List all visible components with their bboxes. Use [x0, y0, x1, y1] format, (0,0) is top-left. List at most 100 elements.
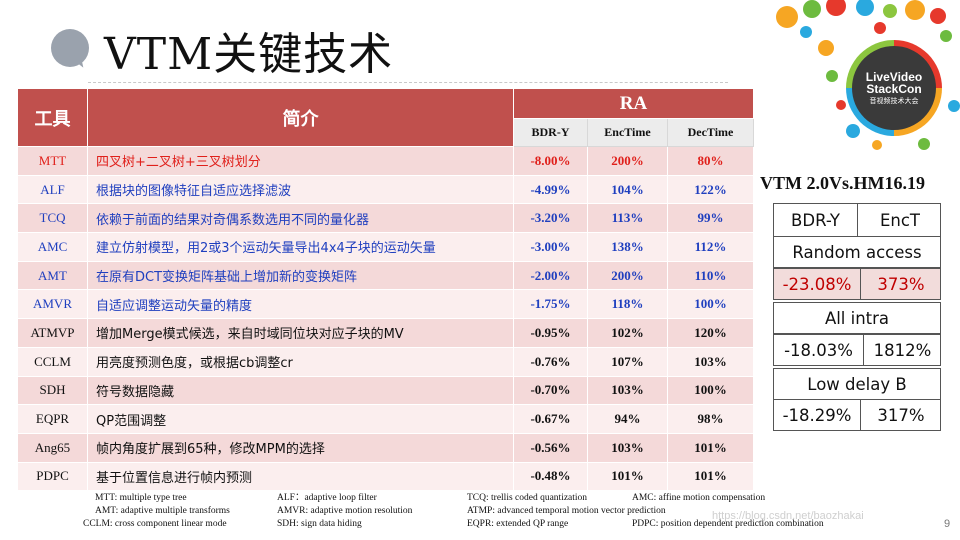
tools-table: 工具 简介 RA BDR-Y EncTime DecTime MTT 四叉树+二… — [17, 88, 754, 492]
logo-line-1: LiveVideo — [865, 69, 923, 84]
dec-value: 101% — [667, 432, 754, 463]
tool-name: AMT — [17, 260, 88, 291]
enc-value: 107% — [587, 346, 668, 377]
bdr-value: -0.70% — [513, 375, 588, 406]
table-row: CCLM 用亮度预测色度，或根据cb调整cr -0.76% 107% 103% — [17, 346, 754, 377]
dec-value: 100% — [667, 289, 754, 320]
legend-item: MTT: multiple type tree — [95, 493, 187, 503]
legend-item: PDPC: position dependent prediction comb… — [632, 519, 824, 529]
group-label-text: All intra — [824, 308, 890, 328]
enc-value: 104% — [587, 174, 668, 205]
header-tool: 工具 — [17, 88, 88, 147]
subheader-bdr: BDR-Y — [513, 118, 588, 147]
group-enct-value: 317% — [877, 405, 925, 425]
table-row: Ang65 帧内角度扩展到65种，修改MPM的选择 -0.56% 103% 10… — [17, 432, 754, 463]
comparison-caption: VTM 2.0Vs.HM16.19 — [760, 173, 925, 193]
comparison-col-enct: EncT — [879, 210, 921, 230]
tool-name: AMVR — [17, 289, 88, 320]
title-bubble-tail — [68, 53, 84, 71]
legend-item: SDH: sign data hiding — [277, 519, 362, 529]
bdr-value: -0.56% — [513, 432, 588, 463]
enc-value: 138% — [587, 232, 668, 262]
dec-value: 100% — [667, 375, 754, 406]
dec-value: 110% — [667, 260, 754, 291]
legend-item: TCQ: trellis coded quantization — [467, 493, 588, 503]
enc-value: 103% — [587, 375, 668, 406]
dec-value: 98% — [667, 404, 754, 434]
enc-value: 118% — [587, 289, 668, 320]
group-label-text: Random access — [792, 242, 922, 262]
bdr-value: -4.99% — [513, 174, 588, 205]
dec-value: 103% — [667, 346, 754, 377]
tool-name: SDH — [17, 375, 88, 406]
logo-line-2: StackCon — [866, 82, 922, 97]
title-bubble-icon — [51, 29, 89, 67]
tool-desc: 用亮度预测色度，或根据cb调整cr — [87, 346, 514, 377]
table-row: EQPR QP范围调整 -0.67% 94% 98% — [17, 404, 754, 434]
legend-item: CCLM: cross component linear mode — [83, 519, 227, 529]
tool-name: TCQ — [17, 203, 88, 234]
bdr-value: -1.75% — [513, 289, 588, 320]
subheader-enctime: EncTime — [587, 118, 668, 147]
bdr-value: -3.00% — [513, 232, 588, 262]
group-label: All intra — [773, 302, 941, 334]
header-ra: RA — [513, 88, 754, 119]
enc-value: 113% — [587, 203, 668, 234]
legend-row: CCLM: cross component linear mode SDH: s… — [83, 518, 855, 531]
legend-item: AMVR: adaptive motion resolution — [277, 506, 413, 516]
table-row: ATMVP 增加Merge模式候选，来自时域同位块对应子块的MV -0.95% … — [17, 318, 754, 348]
table-row: AMT 在原有DCT变换矩阵基础上增加新的变换矩阵 -2.00% 200% 11… — [17, 260, 754, 291]
comparison-header: BDR-Y EncT — [773, 203, 941, 237]
group-label-text: Low delay B — [807, 374, 907, 394]
tool-name: ATMVP — [17, 318, 88, 348]
dec-value: 122% — [667, 174, 754, 205]
group-values: -18.29% 317% — [773, 399, 941, 431]
group-bdr-value: -18.03% — [774, 335, 864, 365]
tool-name: MTT — [17, 146, 88, 176]
group-enct-value: 373% — [877, 274, 925, 294]
enc-value: 200% — [587, 146, 668, 176]
group-label: Low delay B — [773, 368, 941, 400]
tool-desc: QP范围调整 — [87, 404, 514, 434]
group-bdr-value: -23.08% — [774, 269, 861, 299]
logo-line-3: 音视频技术大会 — [869, 97, 919, 105]
group-values: -18.03% 1812% — [773, 334, 941, 366]
group-label: Random access — [773, 236, 941, 268]
legend-item: AMC: affine motion compensation — [632, 493, 766, 503]
dec-value: 112% — [667, 232, 754, 262]
bdr-value: -3.20% — [513, 203, 588, 234]
table-row: SDH 符号数据隐藏 -0.70% 103% 100% — [17, 375, 754, 406]
legend-row: MTT: multiple type tree ALF：adaptive loo… — [95, 492, 855, 505]
bdr-value: -0.67% — [513, 404, 588, 434]
tool-desc: 依赖于前面的结果对奇偶系数选用不同的量化器 — [87, 203, 514, 234]
table-row: AMVR 自适应调整运动矢量的精度 -1.75% 118% 100% — [17, 289, 754, 320]
enc-value: 102% — [587, 318, 668, 348]
title-divider — [88, 82, 728, 83]
dec-value: 101% — [667, 461, 754, 492]
table-row: ALF 根据块的图像特征自适应选择滤波 -4.99% 104% 122% — [17, 174, 754, 205]
legend-item: ATMP: advanced temporal motion vector pr… — [467, 506, 666, 516]
table-row: TCQ 依赖于前面的结果对奇偶系数选用不同的量化器 -3.20% 113% 99… — [17, 203, 754, 234]
tool-name: PDPC — [17, 461, 88, 492]
tool-desc: 四叉树+二叉树+三叉树划分 — [87, 146, 514, 176]
tool-desc: 符号数据隐藏 — [87, 375, 514, 406]
dec-value: 80% — [667, 146, 754, 176]
page-title: VTM关键技术 — [104, 29, 394, 80]
dec-value: 99% — [667, 203, 754, 234]
enc-value: 200% — [587, 260, 668, 291]
table-row: PDPC 基于位置信息进行帧内预测 -0.48% 101% 101% — [17, 461, 754, 492]
tool-desc: 基于位置信息进行帧内预测 — [87, 461, 514, 492]
tool-name: ALF — [17, 174, 88, 205]
legend-item: ALF：adaptive loop filter — [277, 493, 377, 503]
enc-value: 101% — [587, 461, 668, 492]
legend-item: EQPR: extended QP range — [467, 519, 569, 529]
dec-value: 120% — [667, 318, 754, 348]
group-bdr-value: -18.29% — [774, 400, 861, 430]
watermark: https://blog.csdn.net/baozhakai — [712, 510, 864, 522]
tool-desc: 增加Merge模式候选，来自时域同位块对应子块的MV — [87, 318, 514, 348]
tool-desc: 根据块的图像特征自适应选择滤波 — [87, 174, 514, 205]
tool-desc: 自适应调整运动矢量的精度 — [87, 289, 514, 320]
comparison-col-bdr: BDR-Y — [774, 204, 858, 236]
bdr-value: -0.48% — [513, 461, 588, 492]
